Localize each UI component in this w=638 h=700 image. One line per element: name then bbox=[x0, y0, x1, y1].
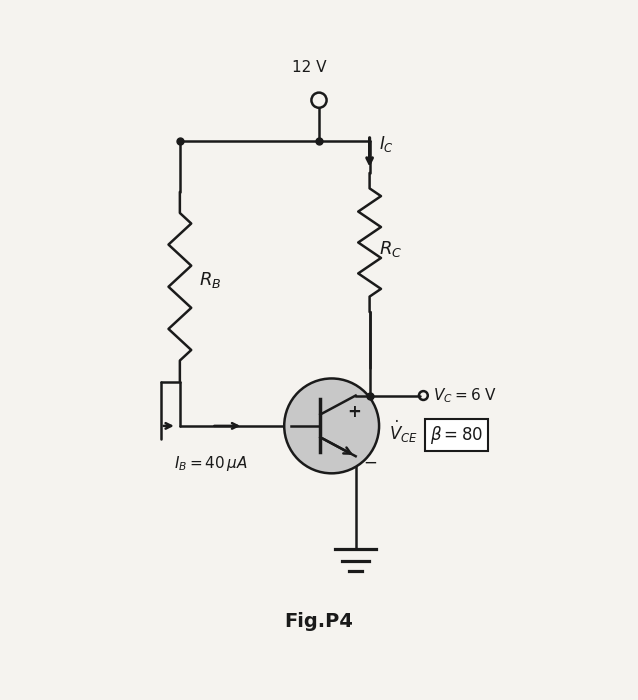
Text: $R_C$: $R_C$ bbox=[379, 239, 403, 259]
Text: $I_B = 40\,\mu A$: $I_B = 40\,\mu A$ bbox=[174, 454, 248, 473]
Circle shape bbox=[284, 379, 379, 473]
Text: $\beta = 80$: $\beta = 80$ bbox=[429, 424, 483, 447]
Text: Fig.P4: Fig.P4 bbox=[285, 612, 353, 631]
Text: $-$: $-$ bbox=[363, 453, 378, 471]
Text: $I_C$: $I_C$ bbox=[379, 134, 394, 155]
Text: $\dot{V}_{CE}$: $\dot{V}_{CE}$ bbox=[389, 419, 417, 445]
Text: $R_B$: $R_B$ bbox=[199, 270, 221, 290]
Text: +: + bbox=[347, 403, 360, 421]
Text: 12 V: 12 V bbox=[292, 60, 327, 75]
Text: $V_C = 6$ V: $V_C = 6$ V bbox=[433, 386, 497, 405]
